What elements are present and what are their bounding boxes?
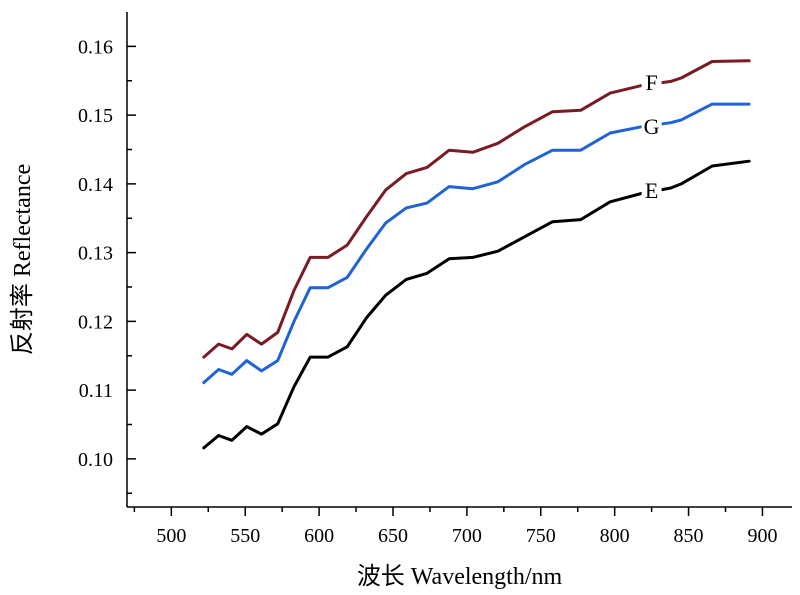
series-label-backing	[641, 177, 662, 202]
x-tick-label: 850	[674, 525, 704, 547]
y-axis-title: 反射率 Reflectance	[9, 164, 36, 355]
series-label-backing	[641, 113, 662, 138]
y-tick-label: 0.12	[78, 311, 113, 333]
x-tick-label: 500	[156, 525, 186, 547]
x-tick-label: 750	[526, 525, 556, 547]
series-label-backing	[641, 69, 662, 94]
series-line-e	[202, 159, 751, 450]
y-ticks: 0.10 0.11 0.12 0.13 0.14 0.15 0.16	[78, 36, 136, 494]
series-label-e: E	[645, 178, 658, 203]
series-label-g: G	[644, 114, 660, 139]
y-tick-label: 0.11	[79, 380, 113, 402]
y-tick-label: 0.15	[78, 105, 113, 127]
x-tick-label: 800	[600, 525, 630, 547]
x-tick-label: 700	[452, 525, 482, 547]
series-label-f: F	[645, 70, 657, 95]
series-labels: FG E	[641, 69, 662, 203]
series-lines	[202, 59, 751, 450]
y-tick-label: 0.16	[78, 36, 113, 58]
series-line-f	[202, 59, 751, 359]
x-tick-label: 550	[230, 525, 260, 547]
x-ticks: 500 550 600 650 700 750 800 850 900	[133, 507, 777, 547]
x-axis-title: 波长 Wavelength/nm	[357, 563, 563, 590]
series-line-g	[202, 102, 751, 385]
x-tick-label: 600	[304, 525, 334, 547]
x-tick-label: 650	[378, 525, 408, 547]
y-tick-label: 0.13	[78, 243, 113, 265]
y-tick-label: 0.10	[78, 449, 113, 471]
y-tick-label: 0.14	[78, 174, 113, 196]
x-tick-label: 900	[747, 525, 777, 547]
